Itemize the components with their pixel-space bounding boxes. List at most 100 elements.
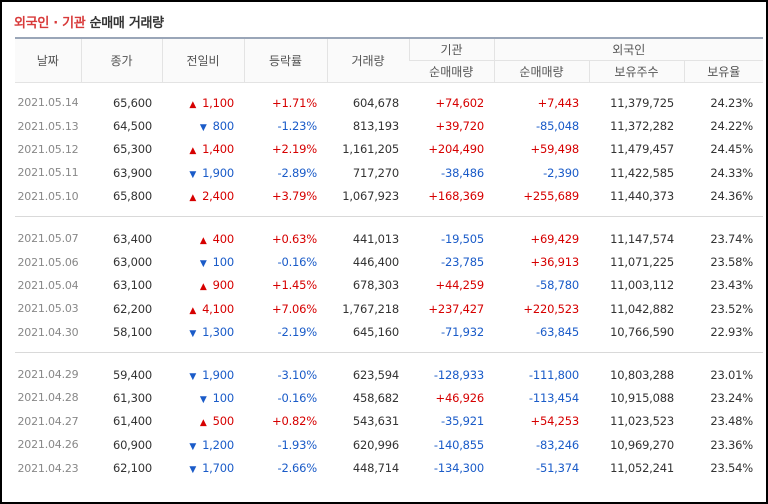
cell-rate: +3.79%: [272, 189, 317, 204]
cell-holdings: 10,766,590: [610, 325, 674, 340]
triangle-down-icon: ▼: [189, 371, 197, 382]
cell-ratio: 24.23%: [710, 95, 754, 110]
cell-date: 2021.05.11: [17, 166, 79, 180]
change-value: 1,400: [202, 142, 234, 157]
cell-holdings: 11,379,725: [610, 95, 674, 110]
cell-close: 58,100: [112, 325, 152, 340]
table-row: 2021.05.11 63,900 ▼ 1,900 -2.89% 717,270 -38,4…: [15, 161, 763, 184]
change-value: 1,100: [202, 95, 234, 110]
cell-change: ▲ 1,400: [162, 138, 244, 161]
cell-date: 2021.05.03: [17, 302, 79, 316]
cell-volume: 1,067,923: [342, 189, 399, 204]
cell-close: 65,800: [112, 189, 152, 204]
cell-inst-net: +204,490: [428, 142, 484, 157]
cell-ratio: 24.33%: [710, 165, 754, 180]
cell-inst-net: +168,369: [428, 189, 484, 204]
cell-foreign-net: -83,246: [536, 437, 579, 452]
cell-rate: -3.10%: [277, 367, 318, 382]
cell-holdings: 11,023,523: [610, 414, 674, 429]
triangle-down-icon: ▼: [199, 394, 207, 405]
cell-close: 63,400: [112, 231, 152, 246]
section-title: 외국인 · 기관 순매매 거래량: [14, 12, 164, 31]
change-value: 2,400: [202, 189, 234, 204]
cell-change: ▼ 1,700: [162, 456, 244, 479]
triangle-down-icon: ▼: [189, 329, 197, 340]
cell-rate: +1.71%: [272, 95, 317, 110]
cell-date: 2021.04.23: [17, 461, 79, 475]
cell-volume: 623,594: [352, 367, 399, 382]
cell-rate: -0.16%: [277, 390, 318, 405]
cell-close: 63,100: [112, 278, 152, 293]
cell-change: ▼ 1,200: [162, 433, 244, 456]
cell-change: ▼ 1,300: [162, 321, 244, 344]
table-row: 2021.04.30 58,100 ▼ 1,300 -2.19% 645,160 -71,9…: [15, 321, 763, 344]
change-value: 1,900: [202, 165, 234, 180]
cell-foreign-net: +36,913: [530, 255, 580, 270]
cell-close: 60,900: [112, 437, 152, 452]
cell-volume: 458,682: [352, 390, 399, 405]
cell-holdings: 10,969,270: [610, 437, 674, 452]
cell-change: ▲ 4,100: [162, 297, 244, 320]
header-foreign-net: 순매매량: [493, 59, 589, 83]
cell-date: 2021.05.12: [17, 142, 79, 156]
triangle-up-icon: ▲: [189, 305, 197, 316]
cell-date: 2021.04.27: [17, 414, 79, 428]
table-body: 2021.05.14 65,600 ▲ 1,100 +1.71% 604,678 +74,6…: [15, 82, 764, 480]
cell-volume: 678,303: [352, 278, 399, 293]
cell-ratio: 23.52%: [710, 301, 754, 316]
cell-holdings: 10,915,088: [610, 390, 674, 405]
cell-ratio: 23.01%: [710, 367, 754, 382]
cell-foreign-net: -113,454: [528, 390, 579, 405]
cell-foreign-net: +54,253: [530, 414, 580, 429]
header-close: 종가: [80, 37, 162, 83]
table-row: 2021.05.10 65,800 ▲ 2,400 +3.79% 1,067,923 +16…: [15, 185, 763, 208]
table-row: 2021.04.26 60,900 ▼ 1,200 -1.93% 620,996 -140,…: [15, 433, 763, 456]
cell-ratio: 23.36%: [710, 437, 754, 452]
cell-date: 2021.04.29: [17, 368, 79, 382]
change-value: 800: [212, 119, 235, 134]
table-row: 2021.05.14 65,600 ▲ 1,100 +1.71% 604,678 +74,6…: [15, 91, 763, 114]
header-holdings: 보유주수: [588, 59, 684, 83]
cell-foreign-net: +255,689: [523, 189, 579, 204]
cell-holdings: 11,003,112: [610, 278, 674, 293]
cell-volume: 448,714: [352, 461, 399, 476]
change-value: 500: [212, 414, 235, 429]
cell-rate: -1.23%: [277, 119, 318, 134]
cell-inst-net: +237,427: [428, 301, 484, 316]
change-value: 100: [212, 390, 235, 405]
cell-holdings: 11,042,882: [610, 301, 674, 316]
cell-holdings: 11,422,585: [610, 165, 674, 180]
cell-holdings: 11,440,373: [610, 189, 674, 204]
change-value: 1,300: [202, 325, 234, 340]
cell-inst-net: -35,921: [441, 414, 484, 429]
cell-foreign-net: -58,780: [536, 278, 579, 293]
cell-inst-net: -38,486: [441, 165, 484, 180]
change-value: 900: [212, 278, 235, 293]
cell-close: 62,200: [112, 301, 152, 316]
header-ratio: 보유율: [683, 59, 764, 83]
cell-volume: 543,631: [352, 414, 399, 429]
trading-table: 날짜 종가 전일비 등락률 거래량 기관 외국인 순매매량 순매매량 보유주수 …: [15, 37, 764, 480]
cell-volume: 813,193: [352, 119, 399, 134]
cell-foreign-net: -85,048: [536, 119, 579, 134]
cell-change: ▲ 400: [162, 227, 244, 250]
cell-date: 2021.05.13: [17, 119, 79, 133]
cell-holdings: 11,479,457: [610, 142, 674, 157]
cell-rate: +2.19%: [272, 142, 317, 157]
cell-rate: -2.89%: [277, 165, 318, 180]
cell-ratio: 24.36%: [710, 189, 754, 204]
cell-inst-net: -23,785: [441, 255, 484, 270]
cell-foreign-net: -63,845: [536, 325, 579, 340]
cell-volume: 1,767,218: [342, 301, 399, 316]
table-row: 2021.05.12 65,300 ▲ 1,400 +2.19% 1,161,205 +20…: [15, 138, 763, 161]
cell-volume: 441,013: [352, 231, 399, 246]
cell-volume: 717,270: [352, 165, 399, 180]
cell-change: ▲ 1,100: [162, 91, 244, 114]
cell-date: 2021.04.26: [17, 438, 79, 452]
cell-holdings: 11,147,574: [610, 231, 674, 246]
table-row: 2021.04.27 61,400 ▲ 500 +0.82% 543,631 -35,921…: [15, 410, 763, 433]
cell-inst-net: -19,505: [441, 231, 484, 246]
table-row: 2021.05.04 63,100 ▲ 900 +1.45% 678,303 +44,259…: [15, 274, 763, 297]
cell-holdings: 10,803,288: [610, 367, 674, 382]
change-value: 400: [212, 231, 235, 246]
